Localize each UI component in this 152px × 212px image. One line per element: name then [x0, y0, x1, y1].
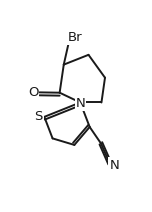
- Text: N: N: [76, 97, 85, 110]
- Text: S: S: [35, 110, 43, 123]
- Text: N: N: [110, 159, 119, 172]
- Text: Br: Br: [68, 31, 82, 44]
- Text: O: O: [28, 86, 38, 99]
